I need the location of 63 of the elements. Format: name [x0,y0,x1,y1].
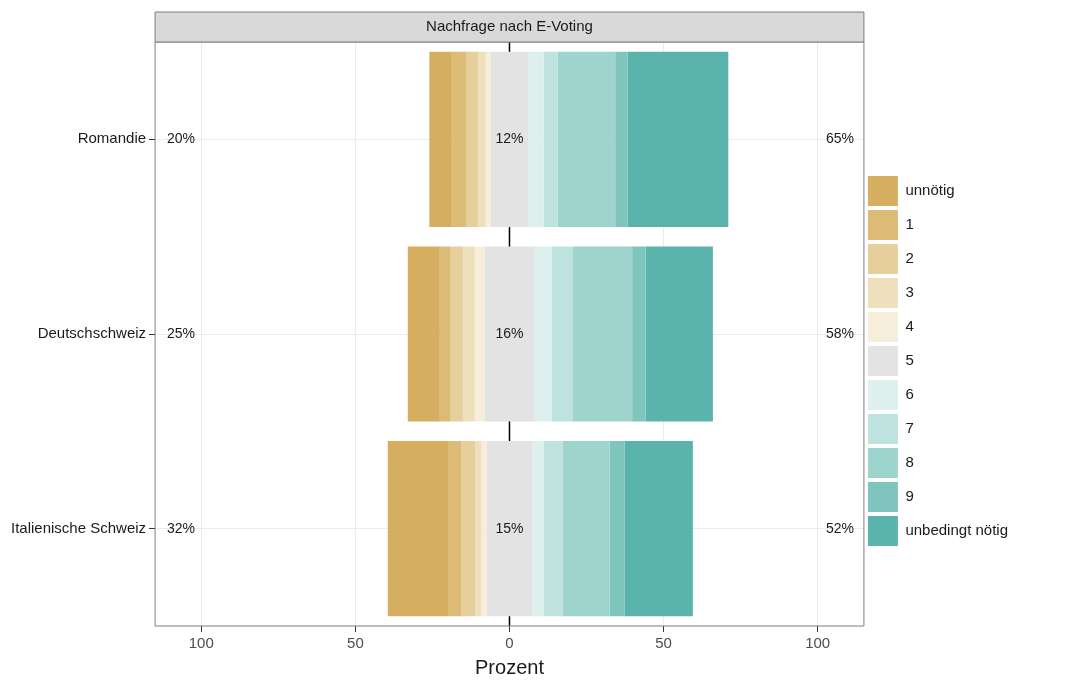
x-tick-label: 50 [347,634,364,652]
bar [484,246,535,422]
bar [552,246,573,422]
legend-label: 1 [905,215,914,233]
annotation: 25% [167,324,196,341]
bar [534,246,553,422]
x-tick-label: 0 [505,634,514,652]
bar [562,441,610,617]
bar [632,246,646,422]
bar [543,51,558,227]
legend-label: unbedingt nötig [905,521,1008,539]
legend-label: 9 [905,487,914,505]
legend-label: 8 [905,453,914,471]
data-label: 12% [495,130,524,147]
bar [485,51,491,227]
bar [387,441,449,617]
bar [461,441,476,617]
bar [491,51,528,227]
x-tick-label: 50 [655,634,672,652]
y-tick-label: Romandie [77,129,147,147]
bar [451,51,467,227]
bar [645,246,713,422]
legend-label: unnötig [905,181,955,199]
bar [609,441,625,617]
bar [486,441,533,617]
annotation: 52% [825,519,854,536]
data-label: 16% [495,324,524,341]
bar [462,246,475,422]
legend-label: 4 [905,317,914,335]
bar [450,246,463,422]
bar [532,441,545,617]
bar [481,441,487,617]
bar [475,441,482,617]
bar [572,246,633,422]
data-label: 15% [495,519,524,536]
annotation: 32% [167,519,196,536]
bar [615,51,628,227]
annotation: 20% [167,130,196,147]
legend-label: 7 [905,419,914,437]
annotation: 58% [825,324,854,341]
bar [429,51,452,227]
legend-label: 2 [905,249,914,267]
legend-label: 6 [905,385,914,403]
bar [466,51,479,227]
annotation: 65% [825,130,854,147]
x-tick-label: 100 [188,634,214,652]
bar [627,51,729,227]
legend-label: 3 [905,283,914,301]
bar [474,246,485,422]
legend-label: 5 [905,351,914,369]
bar [624,441,693,617]
x-tick-label: 100 [805,634,831,652]
x-axis-title: Prozent [475,655,545,678]
bar [544,441,563,617]
chart-title: Nachfrage nach E-Voting [426,17,593,35]
y-tick-label: Deutschschweiz [37,324,147,342]
bar [478,51,486,227]
bar [448,441,462,617]
bar [439,246,451,422]
y-tick-label: Italienische Schweiz [10,518,147,536]
bar [527,51,544,227]
bar [407,246,440,422]
bar [557,51,616,227]
